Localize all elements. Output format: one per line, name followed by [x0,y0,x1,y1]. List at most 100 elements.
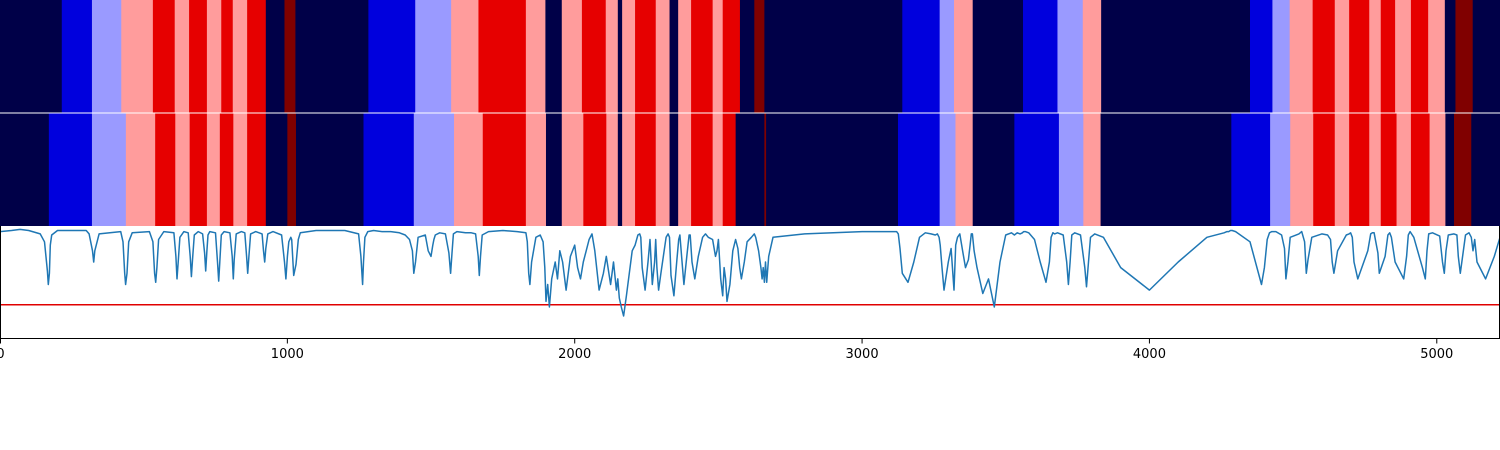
heatmap-cell [482,113,527,226]
heatmap-cell [678,113,692,226]
heatmap-cell [583,113,607,226]
heatmap-cell [605,0,619,113]
heatmap-cell [712,0,724,113]
heatmap-cell [61,0,93,113]
heatmap-cell [206,113,221,226]
heatmap-cell [1369,0,1382,113]
x-tick-label: 5000 [1420,347,1453,362]
heatmap-cell [1445,113,1455,226]
heatmap-cell [295,0,369,113]
heatmap-cell [766,113,899,226]
heatmap-cell [622,113,636,226]
heatmap-cell [1272,0,1291,113]
heatmap-cell [954,0,974,113]
heatmap-cell [764,113,767,226]
heatmap-cell [545,0,563,113]
heatmap-cell [413,113,455,226]
heatmap-cell [232,0,248,113]
heatmap-cell [1444,0,1456,113]
x-tick-label: 0 [0,347,5,362]
heatmap-cell [1057,0,1084,113]
heatmap-cell [189,113,208,226]
heatmap-cell [295,113,364,226]
heatmap-cell [174,0,190,113]
heatmap-cell [478,0,527,113]
heatmap-cell [545,113,563,226]
heatmap-cell [1100,113,1232,226]
heatmap-cell [1083,113,1101,226]
heatmap-cell [219,113,234,226]
heatmap-cell [561,113,584,226]
heatmap-cell [1472,0,1500,113]
heatmap-track-bottom [0,113,1500,226]
heatmap-cell [265,113,288,226]
line-panel [0,226,1500,339]
heatmap-track-top [0,0,1500,113]
heatmap-cell [691,113,714,226]
heatmap-cell [152,0,176,113]
heatmap-cell [0,113,50,226]
heatmap-cell [1454,113,1472,226]
x-tick-label: 2000 [558,347,591,362]
heatmap-cell [1455,0,1474,113]
heatmap-cell [617,0,623,113]
heatmap-cell [1270,113,1291,226]
heatmap-cell [175,113,191,226]
heatmap-cell [287,113,297,226]
heatmap-cell [1289,0,1314,113]
heatmap-cell [233,113,248,226]
heatmap-cell [1058,113,1084,226]
heatmap-cell [415,0,452,113]
heatmap-cell [451,0,479,113]
heatmap-cell [1428,0,1446,113]
heatmap-cell [561,0,583,113]
heatmap-cell [635,0,657,113]
heatmap-cell [955,113,974,226]
heatmap-cell [368,0,416,113]
heatmap-cell [1396,113,1412,226]
heatmap-cell [1349,113,1370,226]
heatmap-cell [265,0,285,113]
heatmap-cell [1395,0,1412,113]
signal-series-line [0,228,1500,317]
heatmap-cell [712,113,724,226]
heatmap-cell [902,0,941,113]
heatmap-cell [206,0,222,113]
heatmap-cell [754,0,765,113]
heatmap-cell [1014,113,1060,226]
heatmap-cell [1380,0,1396,113]
heatmap-cell [1231,113,1271,226]
heatmap-cell [972,0,1024,113]
heatmap-cell [722,0,741,113]
heatmap-cell [91,113,127,226]
heatmap-cell [247,0,267,113]
heatmap-cell [1313,113,1336,226]
heatmap-cell [48,113,93,226]
heatmap-cell [525,113,547,226]
heatmap-cell [1334,0,1350,113]
heatmap-cell [1429,113,1446,226]
heatmap-cell [655,113,670,226]
heatmap-cell [1349,0,1370,113]
x-axis: 0 1000 2000 3000 4000 5000 [0,338,1453,362]
heatmap-cell [622,0,636,113]
heatmap-cell [635,113,657,226]
heatmap-cell [655,0,670,113]
heatmap-cell [1312,0,1336,113]
heatmap-cell [617,113,623,226]
heatmap-cell [897,113,941,226]
line-panel-background [0,226,1500,339]
heatmap-cell [691,0,714,113]
heatmap-cell [1082,0,1102,113]
heatmap-cell [363,113,415,226]
x-tick-label: 1000 [271,347,304,362]
heatmap-cell [1290,113,1314,226]
heatmap-cell [739,0,755,113]
heatmap-cell [722,113,737,226]
heatmap-cell [0,0,63,113]
heatmap-cell [1250,0,1273,113]
heatmap-cell [121,0,154,113]
heatmap-cell [125,113,156,226]
heatmap-cell [939,0,955,113]
